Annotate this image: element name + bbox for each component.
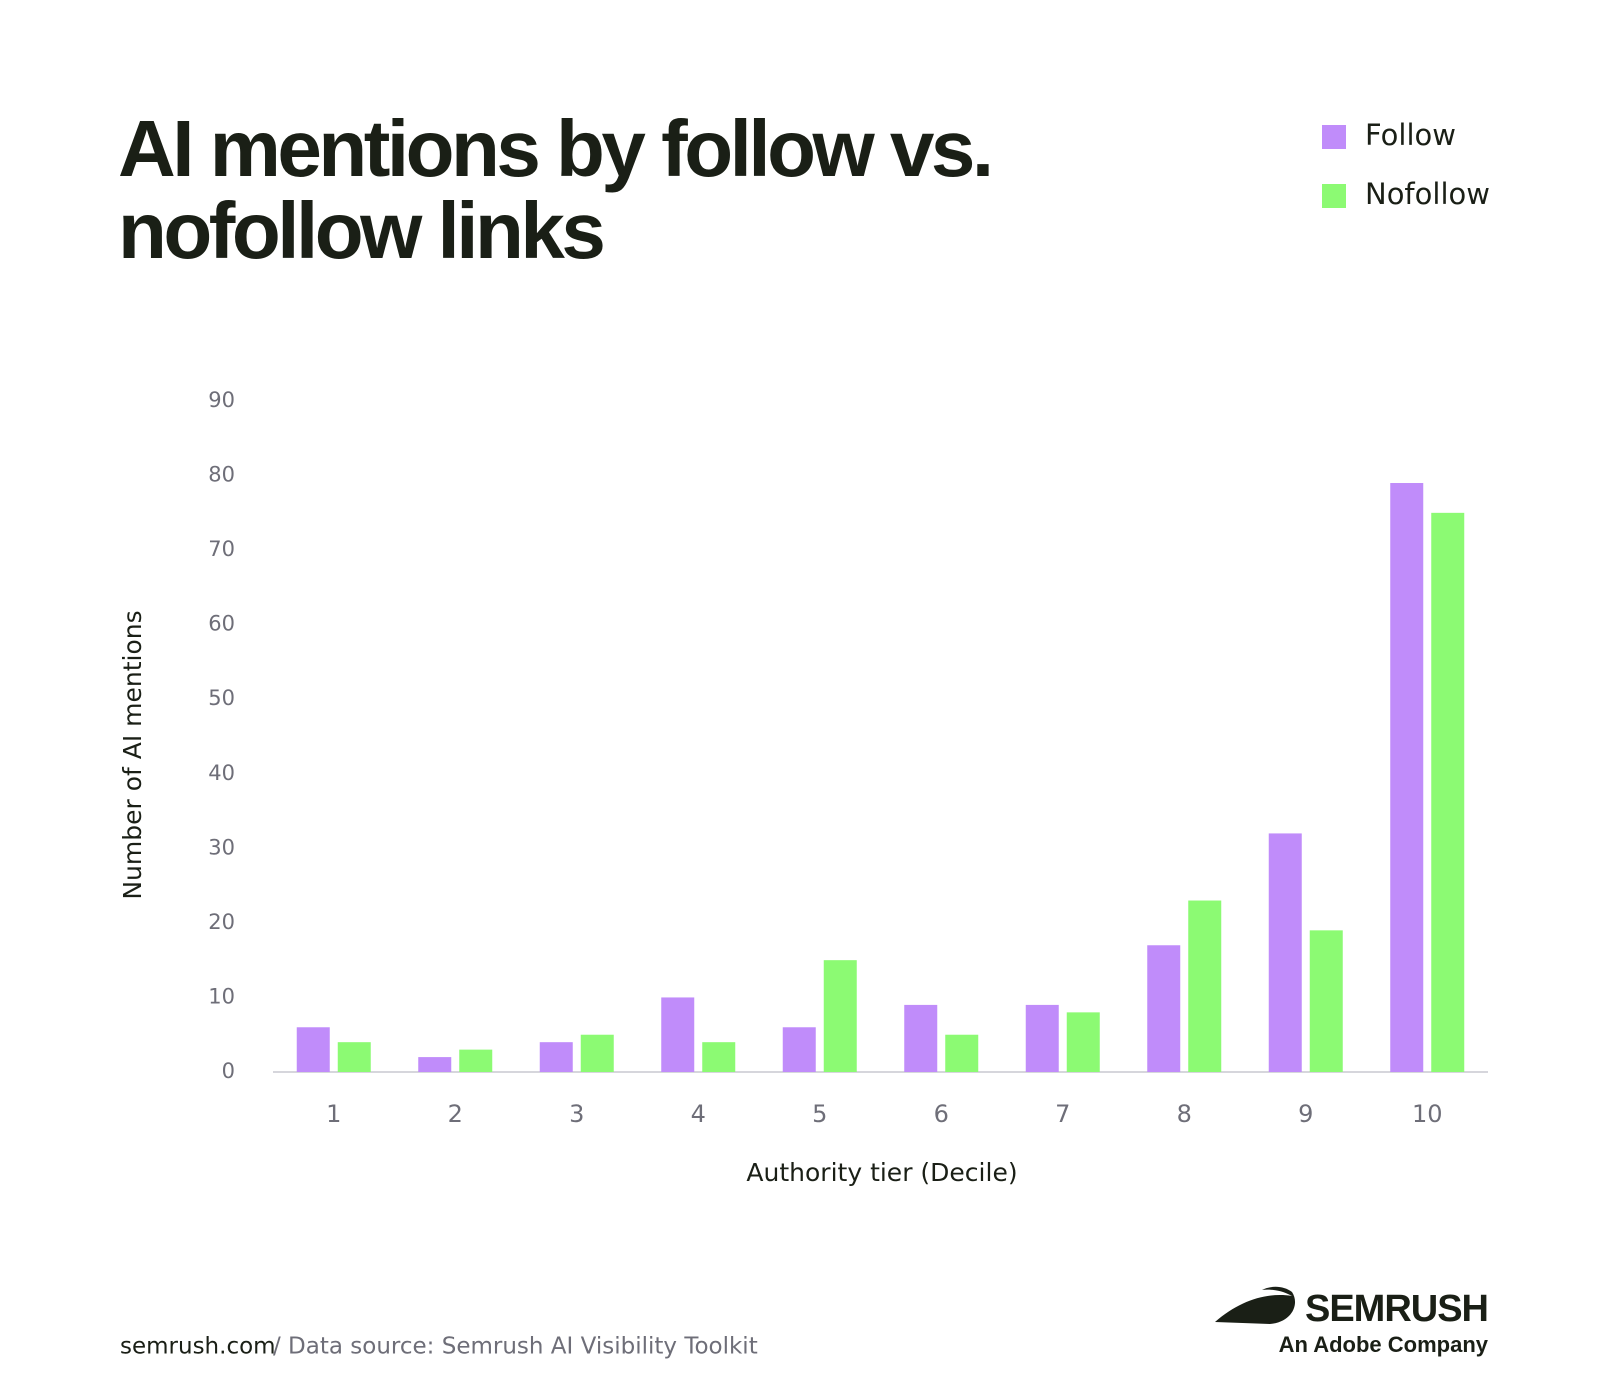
y-tick-label: 40 <box>208 761 235 785</box>
y-tick-label: 30 <box>208 835 235 859</box>
x-tick-label: 6 <box>934 1100 949 1128</box>
legend-swatch <box>1322 125 1346 149</box>
legend-label: Follow <box>1365 118 1456 152</box>
y-tick-label: 50 <box>208 686 235 710</box>
bar <box>702 1042 736 1072</box>
x-tick-label: 1 <box>326 1100 341 1128</box>
y-tick-label: 20 <box>208 910 235 934</box>
x-axis-title: Authority tier (Decile) <box>746 1158 1017 1187</box>
legend-label: Nofollow <box>1365 177 1490 211</box>
brand-icon <box>1215 1286 1296 1324</box>
bar <box>1268 833 1302 1072</box>
bar <box>539 1042 573 1072</box>
y-tick-label: 10 <box>208 984 235 1008</box>
bar <box>1025 1004 1059 1072</box>
x-tick-label: 4 <box>691 1100 706 1128</box>
bar <box>782 1027 816 1072</box>
bar <box>296 1027 330 1072</box>
bar <box>459 1049 493 1072</box>
bar <box>1390 483 1424 1072</box>
bar <box>904 1004 938 1072</box>
footer-site: semrush.com <box>120 1334 276 1360</box>
bar <box>1188 900 1222 1072</box>
bar <box>580 1034 614 1072</box>
bar <box>337 1042 371 1072</box>
x-tick-label: 2 <box>448 1100 463 1128</box>
x-tick-label: 3 <box>569 1100 584 1128</box>
bar <box>418 1057 452 1072</box>
y-tick-label: 70 <box>208 537 235 561</box>
chart-title: AI mentions by follow vs. nofollow links <box>118 104 994 275</box>
legend-swatch <box>1322 184 1346 208</box>
x-tick-label: 9 <box>1298 1100 1313 1128</box>
bar <box>945 1034 979 1072</box>
bar <box>1147 945 1181 1072</box>
brand-tagline: An Adobe Company <box>1279 1332 1489 1357</box>
footer-source: / Data source: Semrush AI Visibility Too… <box>273 1334 758 1360</box>
bar <box>661 997 695 1072</box>
y-tick-label: 90 <box>208 388 235 412</box>
x-tick-label: 5 <box>812 1100 827 1128</box>
bar <box>1309 930 1343 1072</box>
x-tick-label: 7 <box>1055 1100 1070 1128</box>
y-tick-label: 60 <box>208 612 235 636</box>
bar <box>1431 512 1465 1072</box>
x-tick-label: 8 <box>1177 1100 1192 1128</box>
x-tick-label: 10 <box>1412 1100 1443 1128</box>
brand-name: SEMRUSH <box>1305 1288 1488 1330</box>
y-tick-label: 80 <box>208 463 235 487</box>
y-axis-title: Number of AI mentions <box>118 610 147 899</box>
y-tick-label: 0 <box>222 1059 235 1083</box>
bar <box>1066 1012 1100 1072</box>
bar <box>823 960 857 1072</box>
